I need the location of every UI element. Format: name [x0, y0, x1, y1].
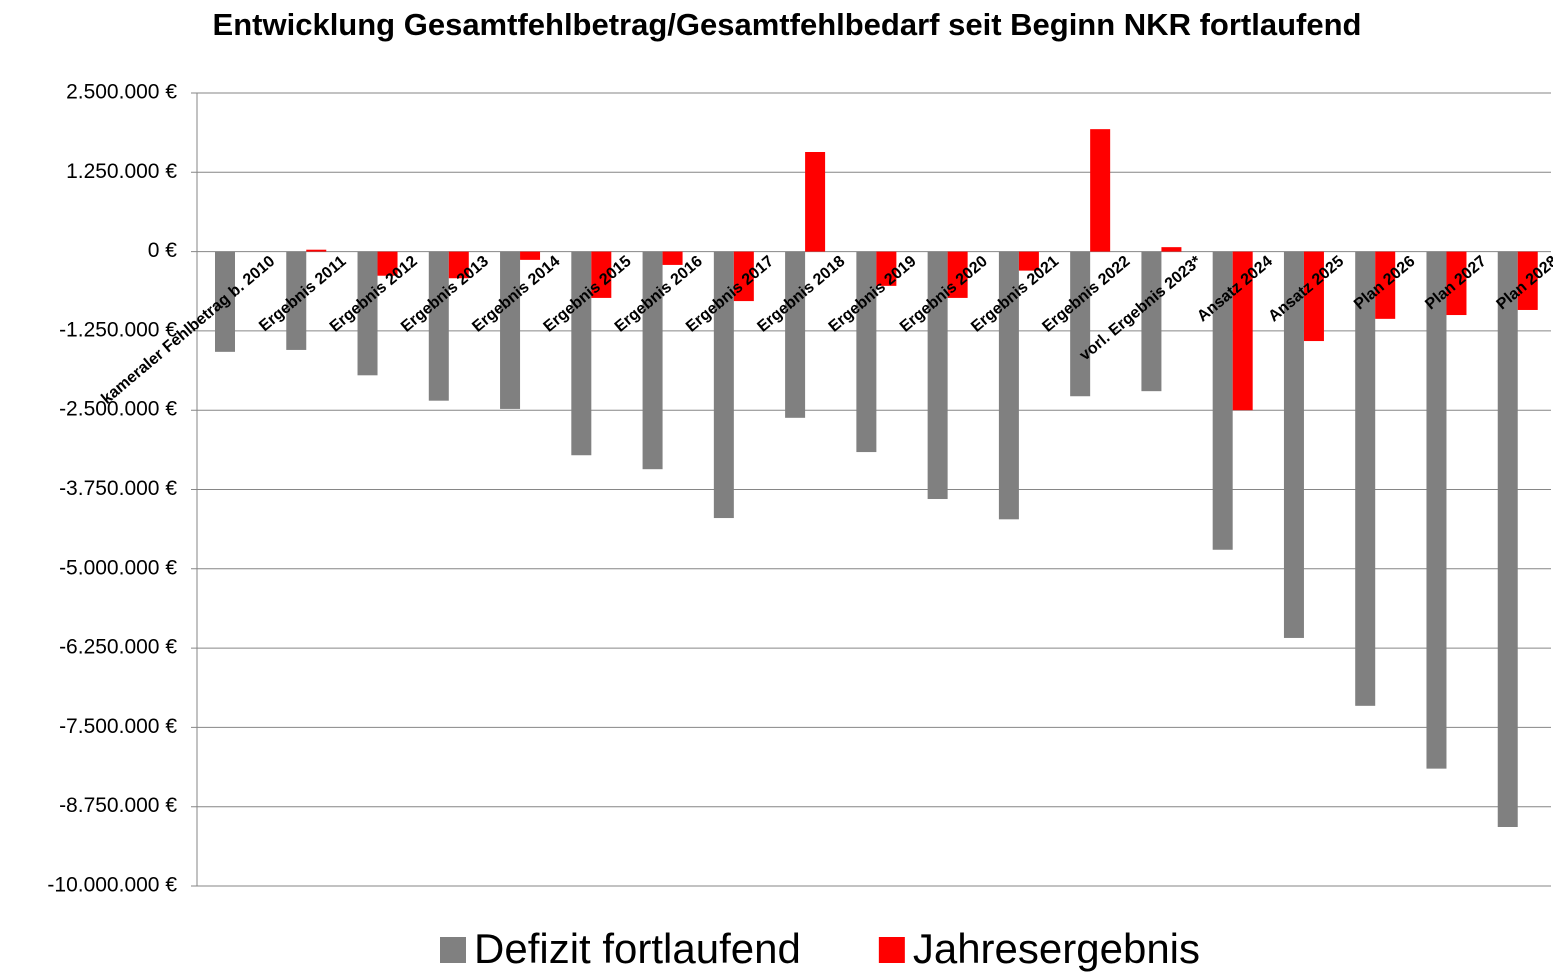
y-tick-label: 1.250.000 € — [66, 160, 177, 183]
y-tick-label: -8.750.000 € — [59, 794, 177, 817]
bar — [215, 251, 235, 352]
bar — [1283, 251, 1304, 638]
y-tick-label: 0 € — [148, 239, 178, 262]
bar — [733, 251, 754, 302]
bar — [1375, 251, 1396, 319]
x-tick-label: vorl. Ergebnis 2023* — [1077, 252, 1206, 364]
bar — [876, 251, 897, 286]
legend-label: Defizit fortlaufend — [474, 925, 801, 972]
bar — [500, 251, 521, 409]
bar — [662, 251, 683, 265]
y-tick-label: 2.500.000 € — [66, 81, 177, 104]
bar — [1232, 251, 1253, 411]
y-tick-label: -10.000.000 € — [47, 874, 177, 897]
bar — [856, 251, 877, 453]
y-tick-label: -5.000.000 € — [59, 556, 177, 579]
y-tick-label: -3.750.000 € — [59, 477, 177, 500]
bar — [785, 251, 806, 418]
bar — [428, 251, 449, 401]
bar — [571, 251, 592, 456]
bar — [1161, 247, 1182, 252]
bar — [1426, 251, 1447, 769]
y-tick-label: -6.250.000 € — [59, 636, 177, 659]
bar — [448, 251, 469, 279]
bar — [306, 249, 327, 252]
y-tick-label: -2.500.000 € — [59, 398, 177, 421]
bar — [357, 251, 378, 376]
bar — [947, 251, 968, 298]
bar — [1517, 251, 1538, 310]
legend-label: Jahresergebnis — [913, 925, 1200, 972]
bar — [1212, 251, 1233, 550]
chart-title: Entwicklung Gesamtfehlbetrag/Gesamtfehlb… — [212, 7, 1362, 42]
legend-swatch — [440, 937, 466, 963]
legend-swatch — [878, 937, 905, 963]
bar — [1090, 129, 1111, 252]
bar — [1303, 251, 1324, 342]
bar — [1141, 251, 1162, 392]
bar — [377, 251, 398, 276]
bar — [1446, 251, 1467, 316]
bar — [1497, 251, 1518, 828]
bar — [520, 251, 541, 260]
bar — [713, 251, 734, 519]
bar — [642, 251, 663, 470]
bar — [1355, 251, 1376, 706]
bar — [927, 251, 948, 500]
bar — [1018, 251, 1039, 271]
bar — [998, 251, 1019, 520]
bar — [286, 251, 307, 350]
bar — [805, 151, 826, 252]
y-tick-label: -7.500.000 € — [59, 715, 177, 738]
y-tick-label: -1.250.000 € — [59, 318, 177, 341]
bar — [1070, 251, 1091, 397]
bar — [591, 251, 612, 298]
